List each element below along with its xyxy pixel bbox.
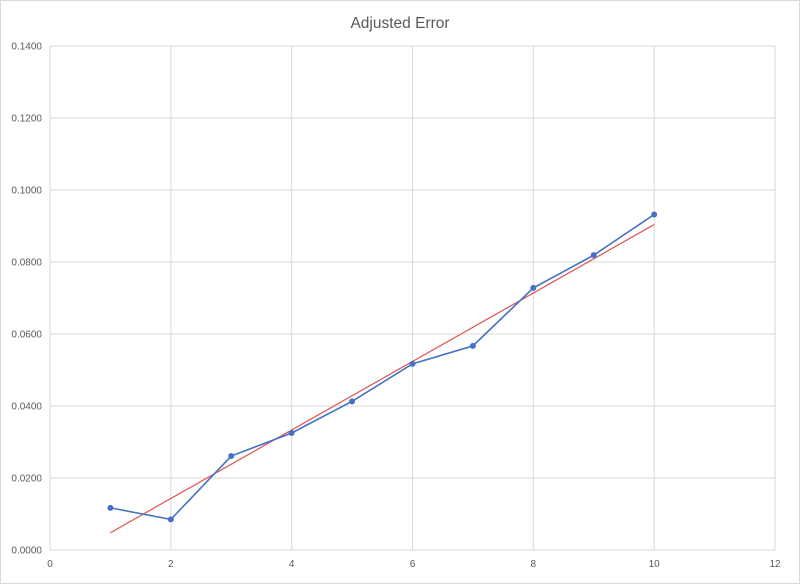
data-point (590, 252, 597, 259)
x-tick-label: 12 (769, 559, 781, 570)
data-point (530, 284, 537, 291)
x-tick-label: 0 (47, 559, 53, 570)
y-tick-label: 0.1200 (11, 114, 42, 125)
data-point (167, 516, 174, 523)
x-tick-label: 10 (649, 559, 661, 570)
data-point (469, 342, 476, 349)
y-tick-label: 0.0200 (11, 474, 42, 485)
data-point (349, 398, 356, 405)
x-axis-tick-labels: 0 2 4 6 8 10 12 (47, 559, 781, 570)
series-line (110, 213, 655, 521)
y-tick-label: 0.0000 (11, 546, 42, 557)
x-tick-label: 6 (410, 559, 416, 570)
x-tick-label: 2 (168, 559, 174, 570)
data-point (651, 211, 658, 218)
trendline (110, 224, 655, 534)
y-tick-label: 0.1400 (11, 42, 42, 53)
data-point (409, 360, 416, 367)
x-tick-label: 4 (289, 559, 295, 570)
x-tick-label: 8 (531, 559, 537, 570)
data-point (288, 430, 295, 436)
chart-title: Adjusted Error (350, 15, 449, 32)
y-tick-label: 0.1000 (11, 186, 42, 197)
data-point (107, 504, 114, 511)
data-point (228, 453, 235, 460)
y-tick-label: 0.0600 (11, 330, 42, 341)
y-axis-tick-labels: 0.0000 0.0200 0.0400 0.0600 0.0800 0.1000 0.12… (11, 42, 42, 557)
gridlines (49, 45, 776, 551)
y-tick-label: 0.0800 (11, 258, 42, 269)
y-tick-label: 0.0400 (11, 402, 42, 413)
plot-series (107, 211, 658, 534)
